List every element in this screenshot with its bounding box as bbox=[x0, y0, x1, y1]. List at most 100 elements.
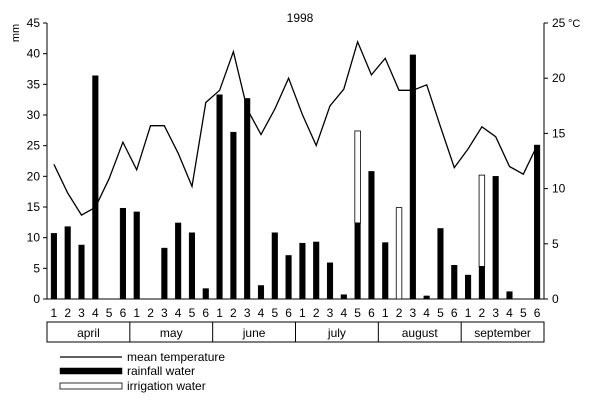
x-tick-label: 2 bbox=[479, 306, 486, 320]
right-tick-label: 5 bbox=[552, 237, 559, 251]
month-label: june bbox=[242, 326, 266, 340]
legend-irrigation-label: irrigation water bbox=[127, 379, 206, 393]
x-tick-label: 5 bbox=[354, 306, 361, 320]
rainfall-bar bbox=[478, 266, 485, 300]
legend-temperature-label: mean temperature bbox=[127, 350, 225, 364]
mean-temperature-line bbox=[53, 39, 538, 216]
x-tick-label: 2 bbox=[147, 306, 154, 320]
rainfall-bar bbox=[161, 247, 168, 300]
left-tick-label: 30 bbox=[27, 108, 41, 122]
rainfall-bar bbox=[437, 228, 444, 300]
x-tick-label: 6 bbox=[202, 306, 209, 320]
right-tick-label: 20 bbox=[552, 71, 566, 85]
rainfall-bar bbox=[423, 295, 430, 300]
x-tick-label: 4 bbox=[175, 306, 182, 320]
irrigation-bar bbox=[478, 174, 486, 267]
rainfall-bar bbox=[354, 222, 361, 300]
rainfall-bar bbox=[409, 54, 416, 300]
left-tick-label: 25 bbox=[27, 139, 41, 153]
right-axis-top-value: 25 bbox=[552, 16, 566, 30]
x-tick-label: 5 bbox=[520, 306, 527, 320]
right-axis-unit: °C bbox=[568, 18, 580, 30]
rainfall-bar bbox=[188, 232, 196, 300]
rainfall-bar bbox=[133, 211, 140, 300]
x-tick-label: 6 bbox=[534, 306, 541, 320]
x-tick-label: 3 bbox=[410, 306, 417, 320]
x-tick-label: 3 bbox=[244, 306, 251, 320]
rainfall-bar bbox=[78, 244, 85, 300]
rainfall-bar bbox=[285, 255, 292, 300]
left-tick-label: 35 bbox=[27, 77, 41, 91]
month-label: may bbox=[160, 326, 183, 340]
axes bbox=[43, 22, 548, 343]
irrigation-bar bbox=[395, 207, 403, 300]
x-tick-label: 1 bbox=[216, 306, 223, 320]
legend-rainfall-label: rainfall water bbox=[127, 364, 195, 378]
rainfall-bar bbox=[326, 262, 334, 300]
right-tick-label: 10 bbox=[552, 182, 566, 196]
month-label: april bbox=[77, 326, 100, 340]
left-tick-label: 0 bbox=[33, 292, 40, 306]
rainfall-bar bbox=[368, 171, 375, 300]
rainfall-bar bbox=[313, 241, 320, 300]
x-tick-label: 6 bbox=[285, 306, 292, 320]
x-tick-label: 6 bbox=[451, 306, 458, 320]
x-tick-label: 4 bbox=[506, 306, 513, 320]
legend-irrigation-swatch bbox=[59, 382, 123, 390]
rainfall-bar bbox=[119, 207, 126, 300]
x-tick-label: 2 bbox=[230, 306, 237, 320]
irrigation-bar bbox=[354, 130, 361, 224]
rainfall-bar bbox=[257, 285, 265, 300]
rainfall-bar bbox=[92, 75, 99, 300]
x-tick-label: 5 bbox=[189, 306, 196, 320]
rainfall-bar bbox=[451, 265, 458, 300]
x-tick-label: 5 bbox=[437, 306, 444, 320]
x-tick-label: 3 bbox=[492, 306, 499, 320]
x-tick-label: 4 bbox=[340, 306, 347, 320]
rainfall-bar bbox=[50, 233, 57, 300]
x-tick-label: 4 bbox=[92, 306, 99, 320]
rainfall-bar bbox=[340, 294, 347, 300]
rainfall-bar bbox=[506, 291, 513, 300]
x-tick-label: 1 bbox=[133, 306, 140, 320]
rainfall-bar bbox=[175, 222, 182, 300]
rainfall-bar bbox=[299, 242, 306, 300]
chart-title: 1998 bbox=[287, 11, 314, 25]
rainfall-bar bbox=[465, 274, 472, 300]
rainfall-bar bbox=[64, 226, 71, 300]
rainfall-bar bbox=[244, 98, 251, 300]
rainfall-bar bbox=[202, 288, 209, 300]
left-tick-label: 45 bbox=[27, 16, 41, 30]
rainfall-bar bbox=[382, 242, 389, 300]
x-tick-label: 4 bbox=[423, 306, 430, 320]
left-tick-label: 20 bbox=[27, 169, 41, 183]
x-tick-label: 1 bbox=[465, 306, 472, 320]
x-tick-label: 5 bbox=[106, 306, 113, 320]
month-label: september bbox=[474, 326, 531, 340]
x-tick-label: 3 bbox=[78, 306, 85, 320]
left-axis-label: mm bbox=[10, 24, 22, 42]
right-tick-label: 0 bbox=[552, 292, 559, 306]
left-tick-label: 15 bbox=[27, 200, 41, 214]
x-tick-label: 1 bbox=[51, 306, 58, 320]
month-label: august bbox=[402, 326, 439, 340]
x-tick-label: 3 bbox=[327, 306, 334, 320]
rainfall-bar bbox=[216, 94, 223, 300]
x-tick-label: 6 bbox=[368, 306, 375, 320]
rainfall-bar bbox=[230, 131, 237, 300]
rainfall-bar bbox=[271, 232, 278, 300]
x-tick-label: 5 bbox=[271, 306, 278, 320]
rainfall-bar bbox=[492, 176, 499, 300]
month-label: july bbox=[327, 326, 346, 340]
left-tick-label: 5 bbox=[33, 261, 40, 275]
right-tick-label: 15 bbox=[552, 126, 566, 140]
x-tick-label: 1 bbox=[299, 306, 306, 320]
legend-rainfall-swatch bbox=[59, 367, 123, 375]
x-tick-label: 3 bbox=[161, 306, 168, 320]
left-tick-label: 40 bbox=[27, 47, 41, 61]
rainfall-bar bbox=[534, 144, 541, 300]
x-tick-label: 2 bbox=[313, 306, 320, 320]
